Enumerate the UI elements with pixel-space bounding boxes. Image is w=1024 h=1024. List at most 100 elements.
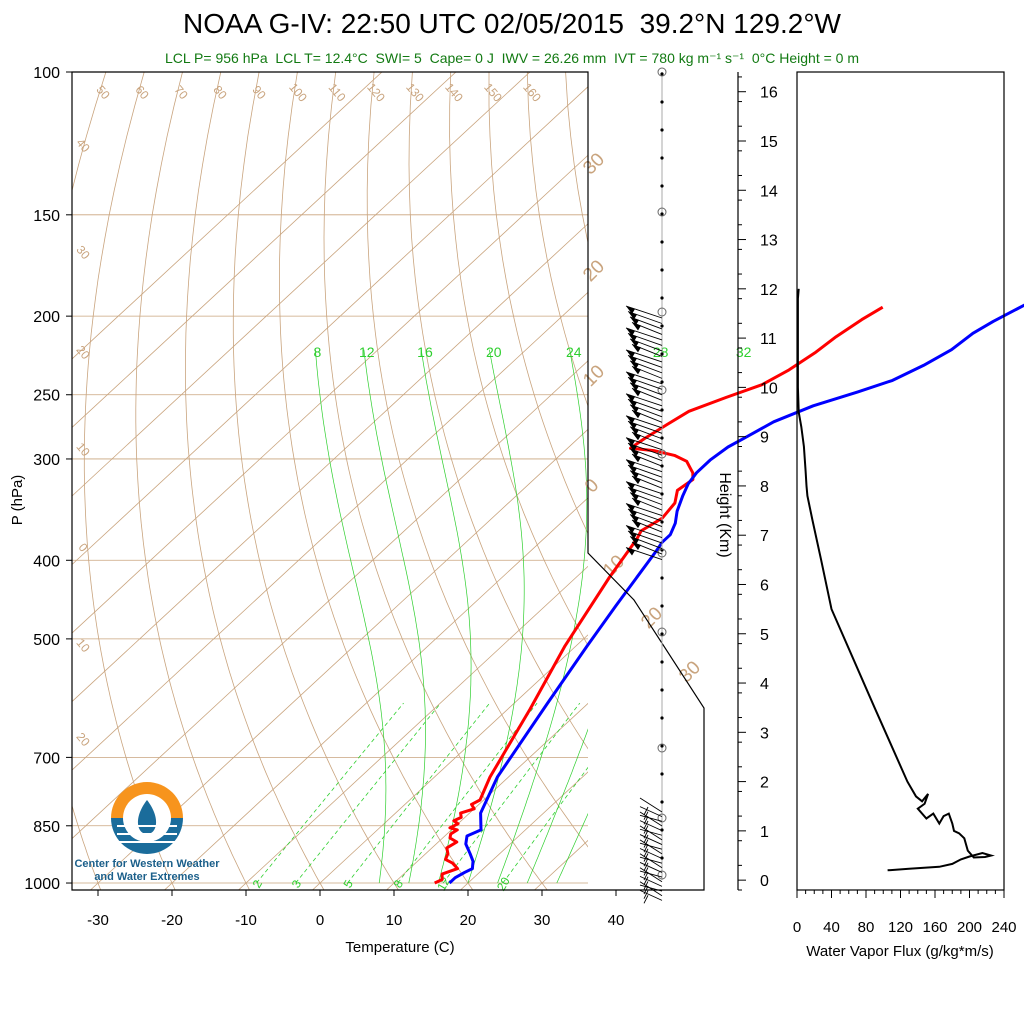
- flux-x-tick-label: 160: [922, 919, 947, 936]
- isotherm-label: 0: [581, 475, 603, 497]
- wind-barb-feather: [643, 834, 649, 844]
- wind-barb-flag: [628, 333, 637, 342]
- dry-adiabat-label: 50: [93, 83, 113, 102]
- wind-barb: [639, 875, 663, 887]
- wind-barb-flag: [632, 454, 641, 463]
- moist-adiabat: [526, 728, 588, 884]
- wind-staff-dot: [660, 324, 664, 328]
- wind-barb-flag: [626, 503, 635, 512]
- x-axis-label: Temperature (C): [345, 939, 454, 956]
- x-tick-label: 20: [460, 912, 477, 929]
- x-tick-label: -30: [87, 912, 109, 929]
- wind-barb-flag: [628, 311, 637, 320]
- wind-barb-flag: [632, 410, 641, 419]
- flux-x-tick-label: 0: [793, 919, 801, 936]
- height-tick-label: 7: [760, 528, 769, 545]
- moist-adiabat-label: 20: [486, 344, 502, 360]
- y-tick-label: 850: [33, 819, 60, 836]
- calm-circle: [657, 743, 667, 753]
- isotherm: [72, 223, 588, 703]
- wind-barb-flag: [626, 459, 635, 468]
- height-tick-label: 4: [760, 676, 769, 693]
- dry-adiabat-label: 90: [249, 83, 269, 102]
- wind-staff-dot: [660, 800, 664, 804]
- flux-x-tick-label: 80: [858, 919, 875, 936]
- wind-barb: [639, 856, 663, 864]
- mixing-ratio-label: 3: [289, 877, 305, 890]
- height-tick-label: 0: [760, 873, 769, 890]
- isotherm: [534, 839, 588, 890]
- dry-adiabat: [834, 72, 1024, 890]
- flux-x-tick-label: 240: [991, 919, 1016, 936]
- dry-adiabat-label: 10: [73, 440, 93, 459]
- isotherm: [72, 154, 588, 634]
- dry-adiabat: [604, 72, 1024, 890]
- height-tick-label: 6: [760, 577, 769, 594]
- wind-staff-dot: [660, 184, 664, 188]
- isotherm: [72, 72, 383, 360]
- wind-barb: [639, 806, 663, 818]
- mixing-ratio-label: 12: [434, 874, 453, 893]
- y-axis-label: P (hPa): [9, 475, 26, 526]
- wind-barb-flag: [628, 421, 637, 430]
- isotherm: [608, 72, 1024, 890]
- wind-barb-feather: [643, 806, 649, 816]
- wind-barb-flag: [628, 465, 637, 474]
- moist-adiabat: [556, 812, 588, 884]
- height-tick-label: 5: [760, 627, 769, 644]
- wind-staff-dot: [660, 380, 664, 384]
- wind-staff-dot: [660, 240, 664, 244]
- mixing-ratio-line: [256, 702, 404, 884]
- dry-adiabat-label: 60: [132, 83, 152, 102]
- wind-staff-dot: [660, 828, 664, 832]
- mixing-ratio-line: [442, 702, 581, 884]
- dewpoint-trace: [448, 303, 1024, 885]
- moist-adiabat-label: 8: [314, 344, 322, 360]
- y-tick-label: 700: [33, 750, 60, 767]
- isotherm: [386, 702, 588, 890]
- wind-barb-flag: [630, 382, 639, 391]
- dry-adiabat: [83, 72, 176, 890]
- wind-staff-dot: [660, 128, 664, 132]
- x-tick-label: 30: [534, 912, 551, 929]
- height-tick-label: 13: [760, 233, 778, 250]
- dry-adiabat: [872, 72, 1024, 890]
- wind-barb: [639, 881, 663, 897]
- y-tick-label: 100: [33, 65, 60, 82]
- isotherm: [72, 86, 588, 566]
- water-vapor-flux-trace: [796, 288, 995, 872]
- moist-adiabat-label: 28: [653, 344, 669, 360]
- wind-barb-flag: [632, 476, 641, 485]
- calm-circle: [657, 548, 667, 558]
- dry-adiabat: [526, 72, 588, 408]
- mixing-ratio-line: [295, 702, 442, 884]
- isotherm-label: 20: [579, 256, 609, 286]
- x-tick-label: 40: [608, 912, 625, 929]
- mixing-ratio-label: 2: [250, 877, 266, 890]
- wind-barb-flag: [628, 487, 637, 496]
- isotherm-label: 30: [675, 657, 705, 687]
- dry-adiabat-label: 40: [73, 136, 93, 155]
- wind-staff-dot: [660, 772, 664, 776]
- moist-adiabat: [420, 349, 472, 884]
- wind-barb-flag: [626, 481, 635, 490]
- wind-barb: [639, 889, 663, 901]
- chart-subtitle: LCL P= 956 hPa LCL T= 12.4°C SWI= 5 Cape…: [164, 50, 860, 66]
- wind-barb-flag: [630, 360, 639, 369]
- wind-barb-flag: [632, 520, 641, 529]
- temperature-trace: [434, 305, 884, 885]
- y-tick-label: 1000: [24, 876, 60, 893]
- wind-barb: [639, 828, 663, 836]
- wind-barb-flag: [626, 437, 635, 446]
- flux-x-tick-label: 200: [957, 919, 982, 936]
- calm-circle: [657, 207, 667, 217]
- wind-barb-flag: [630, 426, 639, 435]
- dry-adiabat: [184, 72, 325, 890]
- wind-staff-dot: [660, 352, 664, 356]
- moist-adiabat-label: 16: [417, 344, 433, 360]
- wind-staff-dot: [660, 72, 664, 76]
- wind-staff-dot: [660, 576, 664, 580]
- wind-barb-flag: [628, 531, 637, 540]
- wind-barb: [639, 848, 663, 859]
- y-tick-label: 250: [33, 388, 60, 405]
